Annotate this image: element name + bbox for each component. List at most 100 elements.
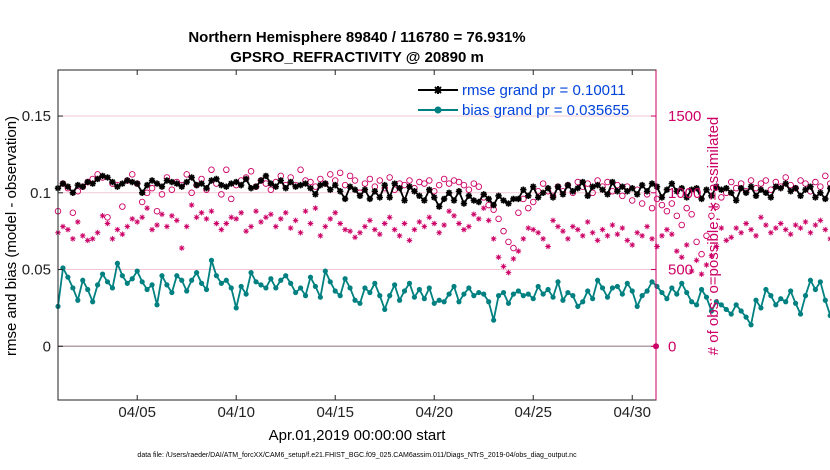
rmse-point <box>678 184 685 192</box>
bias-point <box>510 291 517 297</box>
assimilated-point <box>297 229 304 236</box>
rmse-point <box>737 184 745 192</box>
assimilated-point <box>124 223 131 230</box>
assimilated-point <box>609 222 616 228</box>
rmse-point <box>683 194 690 201</box>
rmse-point <box>421 197 428 204</box>
rmse-point <box>624 188 631 195</box>
assimilated-point <box>466 223 472 230</box>
bias-point <box>525 291 531 297</box>
assimilated-point <box>673 248 680 254</box>
rmse-point <box>292 183 299 190</box>
possible-point <box>510 244 517 252</box>
assimilated-point <box>812 222 819 228</box>
plot-area <box>54 115 830 350</box>
assimilated-point <box>401 220 408 227</box>
rmse-point <box>386 194 393 201</box>
assimilated-point <box>530 226 537 233</box>
bias-point <box>436 297 442 303</box>
bias-point <box>629 288 635 294</box>
possible-point <box>460 181 468 189</box>
possible-point <box>386 174 393 181</box>
assimilated-point <box>540 236 546 242</box>
assimilated-point <box>579 232 586 239</box>
possible-point <box>366 175 374 183</box>
assimilated-point <box>520 236 527 242</box>
assimilated-point <box>362 223 368 230</box>
possible-point <box>376 177 384 184</box>
bias-point <box>392 282 398 288</box>
bias-point <box>198 280 205 286</box>
bias-point <box>139 279 145 285</box>
assimilated-point <box>614 231 621 238</box>
bias-point <box>357 300 363 306</box>
rmse-point <box>79 183 86 190</box>
rmse-point <box>653 183 661 190</box>
possible-point <box>718 194 725 201</box>
bias-point <box>421 296 427 302</box>
rmse-point <box>307 184 314 192</box>
possible-point <box>148 184 156 192</box>
bias-point <box>352 297 358 303</box>
bias-point <box>416 286 422 293</box>
bias-point <box>753 297 759 303</box>
rmse-point <box>648 180 656 187</box>
assimilated-point <box>451 213 457 219</box>
rmse-point <box>609 178 616 186</box>
assimilated-point <box>79 232 86 239</box>
assimilated-point <box>282 209 289 216</box>
rmse-point <box>742 189 750 196</box>
bias-point <box>599 285 606 291</box>
rmse-point <box>327 186 334 193</box>
possible-point <box>658 201 666 209</box>
bias-point <box>337 293 343 299</box>
bias-point <box>461 291 467 297</box>
assimilated-point <box>416 219 423 225</box>
rmse-point <box>381 181 388 189</box>
rmse-point <box>772 183 779 190</box>
assimilated-point <box>307 220 314 227</box>
rmse-point <box>168 178 176 186</box>
rmse-point <box>153 180 161 187</box>
assimilated-point <box>644 223 650 230</box>
possible-point <box>104 214 111 221</box>
rmse-point <box>584 192 591 200</box>
bias-point <box>302 293 309 299</box>
rmse-point <box>124 177 131 184</box>
bias-point <box>713 299 719 305</box>
assimilated-point <box>565 236 571 242</box>
y-right-tick-label-2: 1000 <box>668 185 701 202</box>
bias-point <box>684 289 690 296</box>
bias-point <box>594 277 601 283</box>
assimilated-point <box>485 217 492 224</box>
assimilated-point <box>669 231 675 238</box>
rmse-point <box>119 180 126 187</box>
bias-point <box>411 294 418 300</box>
rmse-point <box>74 181 82 189</box>
rmse-point <box>183 178 190 186</box>
bias-point <box>263 285 269 291</box>
assimilated-point <box>758 214 764 221</box>
bias-point <box>500 289 507 296</box>
assimilated-point <box>535 229 541 236</box>
bias-point <box>208 257 215 263</box>
bias-point <box>693 302 700 308</box>
assimilated-point <box>134 219 141 225</box>
rmse-point <box>767 194 775 201</box>
possible-point <box>267 186 275 193</box>
assimilated-point <box>317 232 324 239</box>
possible-point <box>327 171 334 178</box>
rmse-point <box>619 183 626 190</box>
rmse-point <box>267 180 275 187</box>
bias-point <box>70 285 76 291</box>
possible-point <box>812 178 819 186</box>
bias-point <box>768 293 774 299</box>
x-tick-label-4: 04/25 <box>514 404 552 421</box>
possible-point <box>421 180 428 187</box>
assimilated-point <box>738 229 744 236</box>
bias-point <box>664 296 670 302</box>
rmse-point <box>718 186 725 193</box>
rmse-point <box>277 177 284 184</box>
bias-point <box>639 293 645 299</box>
rmse-point <box>341 195 349 203</box>
